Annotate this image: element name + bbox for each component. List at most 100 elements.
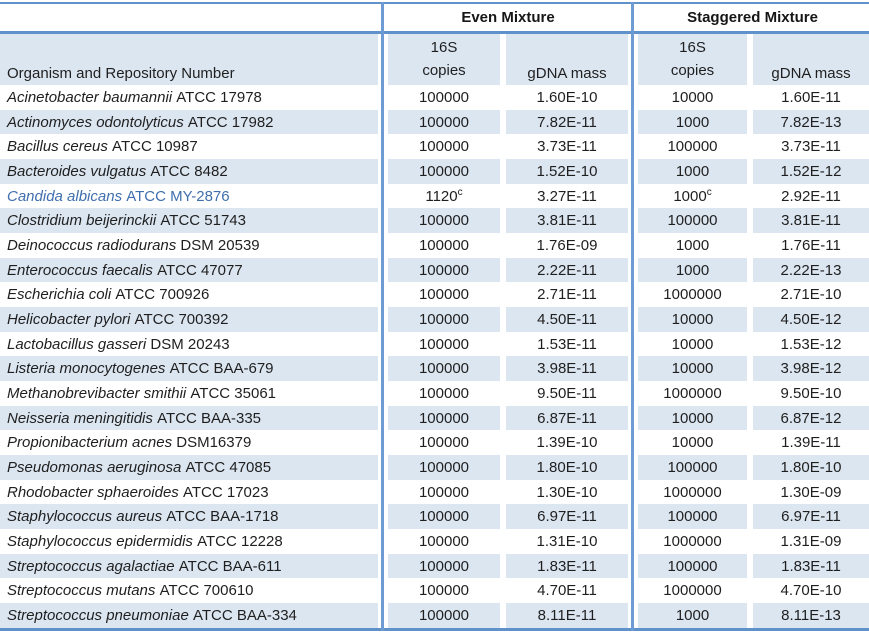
organism-repository-number: ATCC BAA-335: [152, 409, 261, 427]
even-16s-copies-cell: 100000: [383, 405, 503, 431]
section-header-even-mixture: Even Mixture: [383, 4, 633, 34]
organism-species-name: Streptococcus pneumoniae: [7, 606, 189, 624]
even-gdna-mass-cell: 9.50E-11: [503, 381, 633, 406]
organism-species-name: Acinetobacter baumannii: [7, 88, 173, 106]
staggered-gdna-mass-cell: 2.71E-10: [750, 282, 869, 308]
staggered-16s-copies-cell: 10000: [633, 356, 750, 382]
organism-species-name: Staphylococcus epidermidis: [7, 532, 193, 550]
organism-cell: Propionibacterium acnes DSM16379: [0, 430, 383, 456]
organism-repository-number: ATCC BAA-611: [174, 557, 282, 575]
organism-repository-number: ATCC 17023: [178, 483, 269, 501]
organism-repository-number: DSM16379: [172, 434, 252, 452]
staggered-16s-copies-cell: 100000: [633, 455, 750, 480]
column-header-organism: Organism and Repository Number: [0, 34, 383, 85]
table-row: Actinomyces odontolyticus ATCC 17982 100…: [0, 109, 869, 135]
section-header-staggered-mixture: Staggered Mixture: [633, 4, 869, 34]
organism-species-name: Listeria monocytogenes: [7, 360, 166, 378]
even-16s-copies-cell: 100000: [383, 331, 503, 357]
table-row: Streptococcus mutans ATCC 700610 100000 …: [0, 578, 869, 604]
staggered-16s-copies-cell: 10000: [633, 430, 750, 456]
staggered-16s-copies-cell: 100000: [633, 208, 750, 234]
organism-species-name: Rhodobacter sphaeroides: [7, 483, 179, 501]
even-16s-copies-cell: 100000: [383, 504, 503, 530]
organism-species-name: Streptococcus agalactiae: [7, 557, 175, 575]
table-row: Pseudomonas aeruginosa ATCC 47085 100000…: [0, 455, 869, 480]
organism-cell: Staphylococcus epidermidis ATCC 12228: [0, 529, 383, 554]
staggered-gdna-mass-cell: 4.50E-12: [750, 307, 869, 332]
column-header-16s-label: 16S: [679, 39, 706, 56]
column-header-staggered-gdna-mass: gDNA mass: [750, 34, 869, 85]
table-row: Methanobrevibacter smithii ATCC 35061 10…: [0, 381, 869, 406]
staggered-gdna-mass-cell: 1.31E-09: [750, 529, 869, 554]
organism-repository-number: ATCC 12228: [192, 532, 283, 550]
organism-repository-number: ATCC 51743: [156, 212, 246, 230]
even-gdna-mass-cell: 3.98E-11: [503, 356, 633, 382]
organism-species-name: Neisseria meningitidis: [7, 409, 153, 427]
organism-repository-number: ATCC 8482: [146, 162, 228, 180]
table-body: Acinetobacter baumannii ATCC 17978 10000…: [0, 85, 869, 628]
even-16s-copies-cell: 100000: [383, 356, 503, 382]
staggered-gdna-mass-cell: 1.83E-11: [750, 553, 869, 579]
staggered-gdna-mass-cell: 1.52E-12: [750, 159, 869, 184]
staggered-gdna-mass-cell: 3.73E-11: [750, 134, 869, 160]
staggered-gdna-mass-cell: 1.80E-10: [750, 455, 869, 480]
staggered-gdna-mass-cell: 1.53E-12: [750, 331, 869, 357]
even-gdna-mass-cell: 1.31E-10: [503, 529, 633, 554]
staggered-16s-copies-cell: 1000: [633, 109, 750, 135]
table-row: Rhodobacter sphaeroides ATCC 17023 10000…: [0, 479, 869, 505]
even-16s-copies-cell: 100000: [383, 578, 503, 604]
staggered-gdna-mass-cell: 1.30E-09: [750, 479, 869, 505]
organism-repository-number: ATCC 47077: [152, 261, 243, 279]
organism-species-name: Propionibacterium acnes: [7, 434, 173, 452]
column-header-copies-label: copies: [670, 62, 715, 79]
organism-cell: Candida albicans ATCC MY-2876: [0, 183, 383, 209]
column-header-16s-label: 16S: [430, 39, 458, 56]
table-row: Lactobacillus gasseri DSM 20243 100000 1…: [0, 331, 869, 357]
organism-species-name: Bacteroides vulgatus: [7, 162, 147, 180]
organism-repository-number: ATCC 700926: [111, 286, 210, 304]
even-gdna-mass-cell: 6.87E-11: [503, 405, 633, 431]
organism-species-name: Actinomyces odontolyticus: [7, 113, 184, 131]
even-gdna-mass-cell: 1.52E-10: [503, 159, 633, 184]
organism-cell: Acinetobacter baumannii ATCC 17978: [0, 85, 383, 110]
table-header-border: [0, 31, 869, 34]
organism-species-name: Candida albicans: [7, 187, 123, 205]
table-row: Staphylococcus aureus ATCC BAA-1718 1000…: [0, 504, 869, 530]
organism-repository-number: ATCC MY-2876: [122, 187, 230, 205]
staggered-gdna-mass-cell: 2.92E-11: [750, 183, 869, 209]
organism-species-name: Bacillus cereus: [7, 138, 108, 156]
table-row: Enterococcus faecalis ATCC 47077 100000 …: [0, 257, 869, 283]
column-header-staggered-16s-copies: 16S copies: [633, 34, 750, 85]
footnote-marker: c: [706, 186, 712, 198]
organism-cell: Rhodobacter sphaeroides ATCC 17023: [0, 479, 383, 505]
organisms-table: Even Mixture Staggered Mixture Organism …: [0, 4, 869, 628]
staggered-16s-copies-cell: 1000000: [633, 282, 750, 308]
table-row: Neisseria meningitidis ATCC BAA-335 1000…: [0, 405, 869, 431]
even-16s-copies-cell: 1120c: [383, 183, 503, 209]
staggered-16s-copies-cell: 1000000: [633, 578, 750, 604]
table-row: Streptococcus agalactiae ATCC BAA-611 10…: [0, 553, 869, 579]
organism-species-name: Streptococcus mutans: [7, 582, 156, 600]
even-gdna-mass-cell: 1.60E-10: [503, 85, 633, 110]
table-row: Bacillus cereus ATCC 10987 100000 3.73E-…: [0, 134, 869, 160]
even-gdna-mass-cell: 2.71E-11: [503, 282, 633, 308]
organism-cell: Bacillus cereus ATCC 10987: [0, 134, 383, 160]
table-row: Propionibacterium acnes DSM16379 100000 …: [0, 430, 869, 456]
even-16s-copies-cell: 100000: [383, 307, 503, 332]
table-row: Candida albicans ATCC MY-2876 1120c 3.27…: [0, 183, 869, 209]
organism-repository-number: DSM 20243: [146, 335, 230, 353]
staggered-16s-copies-cell: 100000: [633, 134, 750, 160]
table-row: Acinetobacter baumannii ATCC 17978 10000…: [0, 85, 869, 110]
organism-repository-number: ATCC BAA-679: [165, 360, 274, 378]
even-gdna-mass-cell: 1.76E-09: [503, 233, 633, 258]
organism-repository-number: ATCC 700610: [155, 582, 254, 600]
organism-species-name: Staphylococcus aureus: [7, 508, 163, 526]
even-gdna-mass-cell: 3.27E-11: [503, 183, 633, 209]
organism-species-name: Clostridium beijerinckii: [7, 212, 157, 230]
organism-cell: Helicobacter pylori ATCC 700392: [0, 307, 383, 332]
staggered-16s-copies-cell: 1000: [633, 257, 750, 283]
staggered-gdna-mass-cell: 2.22E-13: [750, 257, 869, 283]
staggered-gdna-mass-cell: 1.76E-11: [750, 233, 869, 258]
even-gdna-mass-cell: 1.53E-11: [503, 331, 633, 357]
even-16s-copies-cell: 100000: [383, 159, 503, 184]
